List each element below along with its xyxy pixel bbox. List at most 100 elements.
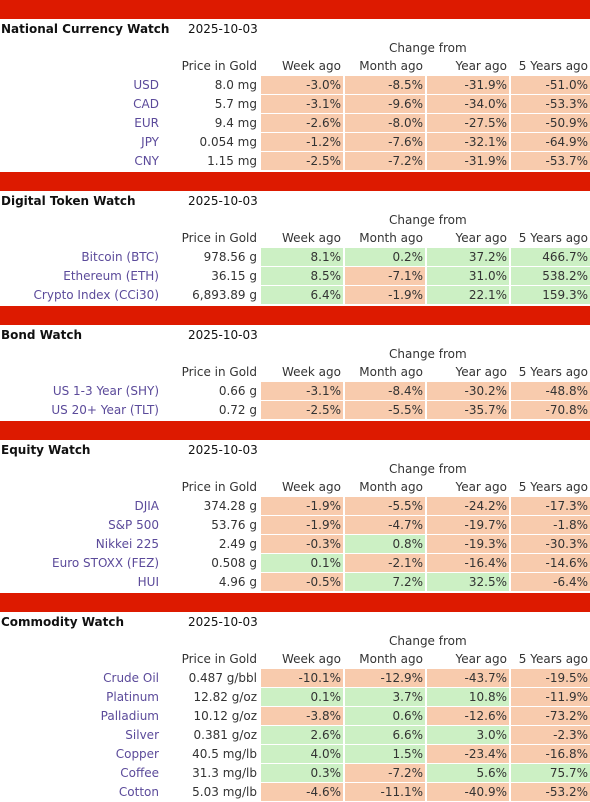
change-from-row: Change from	[0, 210, 590, 229]
change-week-cell: 2.6%	[261, 726, 343, 744]
table-row: US 20+ Year (TLT) 0.72 g -2.5% -5.5% -35.7% -…	[0, 401, 590, 420]
change-week-cell: 0.1%	[261, 554, 343, 572]
header-week: Week ago	[281, 365, 341, 379]
change-week-cell: 8.5%	[261, 267, 343, 285]
price-in-gold: 4.96 g	[218, 575, 257, 589]
change-from-label: Change from	[389, 462, 467, 476]
change-year-cell: 10.8%	[427, 688, 509, 706]
section-title-row: National Currency Watch 2025-10-03	[0, 19, 590, 38]
asset-name-link[interactable]: JPY	[141, 135, 159, 149]
asset-name-link[interactable]: Euro STOXX (FEZ)	[52, 556, 159, 570]
change-five-cell: -70.8%	[511, 401, 590, 419]
price-in-gold: 6,893.89 g	[192, 288, 257, 302]
table-row: Cotton 5.03 mg/lb -4.6% -11.1% -40.9% -53.2%	[0, 783, 590, 802]
asset-name-link[interactable]: HUI	[137, 575, 159, 589]
section-title: Equity Watch	[1, 443, 91, 457]
asset-name-link[interactable]: Ethereum (ETH)	[63, 269, 159, 283]
price-in-gold: 12.82 g/oz	[193, 690, 257, 704]
price-in-gold: 0.381 g/oz	[193, 728, 257, 742]
table-row: DJIA 374.28 g -1.9% -5.5% -24.2% -17.3%	[0, 497, 590, 516]
header-five-years: 5 Years ago	[518, 652, 588, 666]
change-five-cell: -2.3%	[511, 726, 590, 744]
price-in-gold: 2.49 g	[218, 537, 257, 551]
price-in-gold: 5.7 mg	[214, 97, 257, 111]
price-in-gold: 53.76 g	[211, 518, 257, 532]
change-five-cell: -51.0%	[511, 76, 590, 94]
change-month-cell: 7.2%	[345, 573, 425, 591]
column-header-row: Price in Gold Week ago Month ago Year ago 5 …	[0, 363, 590, 382]
table-row: EUR 9.4 mg -2.6% -8.0% -27.5% -50.9%	[0, 114, 590, 133]
asset-name-link[interactable]: US 1-3 Year (SHY)	[52, 384, 159, 398]
change-five-cell: 75.7%	[511, 764, 590, 782]
change-month-cell: -12.9%	[345, 669, 425, 687]
change-week-cell: -0.5%	[261, 573, 343, 591]
section-divider	[0, 0, 590, 19]
header-week: Week ago	[281, 59, 341, 73]
table-row: USD 8.0 mg -3.0% -8.5% -31.9% -51.0%	[0, 76, 590, 95]
table-row: Crypto Index (CCi30) 6,893.89 g 6.4% -1.9% 2…	[0, 286, 590, 305]
change-from-row: Change from	[0, 631, 590, 650]
header-week: Week ago	[281, 480, 341, 494]
asset-name-link[interactable]: Copper	[115, 747, 159, 761]
section-date: 2025-10-03	[188, 22, 258, 36]
change-week-cell: -1.9%	[261, 497, 343, 515]
table-row: Nikkei 225 2.49 g -0.3% 0.8% -19.3% -30.3%	[0, 535, 590, 554]
change-five-cell: -14.6%	[511, 554, 590, 572]
asset-name-link[interactable]: DJIA	[134, 499, 159, 513]
table-row: Palladium 10.12 g/oz -3.8% 0.6% -12.6% -73.2%	[0, 707, 590, 726]
change-week-cell: -0.3%	[261, 535, 343, 553]
change-year-cell: -19.3%	[427, 535, 509, 553]
table-row: US 1-3 Year (SHY) 0.66 g -3.1% -8.4% -30.2% -…	[0, 382, 590, 401]
header-price: Price in Gold	[181, 231, 257, 245]
change-month-cell: -5.5%	[345, 497, 425, 515]
asset-name-link[interactable]: USD	[133, 78, 159, 92]
asset-name-link[interactable]: Coffee	[120, 766, 159, 780]
change-from-label: Change from	[389, 634, 467, 648]
change-week-cell: 0.1%	[261, 688, 343, 706]
asset-name-link[interactable]: Crypto Index (CCi30)	[33, 288, 159, 302]
price-in-gold: 31.3 mg/lb	[192, 766, 257, 780]
change-five-cell: -64.9%	[511, 133, 590, 151]
section-title-row: Equity Watch 2025-10-03	[0, 440, 590, 459]
asset-name-link[interactable]: Bitcoin (BTC)	[81, 250, 159, 264]
change-week-cell: 4.0%	[261, 745, 343, 763]
header-price: Price in Gold	[181, 59, 257, 73]
change-from-label: Change from	[389, 347, 467, 361]
table-row: Copper 40.5 mg/lb 4.0% 1.5% -23.4% -16.8%	[0, 745, 590, 764]
change-week-cell: -3.1%	[261, 95, 343, 113]
change-month-cell: -1.9%	[345, 286, 425, 304]
asset-name-link[interactable]: Palladium	[100, 709, 159, 723]
asset-name-link[interactable]: EUR	[134, 116, 159, 130]
asset-name-link[interactable]: CAD	[133, 97, 159, 111]
change-month-cell: -7.2%	[345, 152, 425, 170]
asset-name-link[interactable]: Silver	[125, 728, 159, 742]
change-five-cell: -19.5%	[511, 669, 590, 687]
change-five-cell: -11.9%	[511, 688, 590, 706]
change-year-cell: -34.0%	[427, 95, 509, 113]
asset-name-link[interactable]: US 20+ Year (TLT)	[51, 403, 159, 417]
change-five-cell: 538.2%	[511, 267, 590, 285]
change-five-cell: -53.7%	[511, 152, 590, 170]
change-month-cell: 0.6%	[345, 707, 425, 725]
asset-name-link[interactable]: Nikkei 225	[95, 537, 159, 551]
price-in-gold: 0.66 g	[218, 384, 257, 398]
change-year-cell: -31.9%	[427, 76, 509, 94]
price-in-gold: 5.03 mg/lb	[192, 785, 257, 799]
change-month-cell: -4.7%	[345, 516, 425, 534]
section-title-row: Commodity Watch 2025-10-03	[0, 612, 590, 631]
asset-name-link[interactable]: S&P 500	[108, 518, 159, 532]
table-row: Platinum 12.82 g/oz 0.1% 3.7% 10.8% -11.9%	[0, 688, 590, 707]
asset-name-link[interactable]: Platinum	[106, 690, 159, 704]
table-row: CAD 5.7 mg -3.1% -9.6% -34.0% -53.3%	[0, 95, 590, 114]
section-title-row: Bond Watch 2025-10-03	[0, 325, 590, 344]
change-five-cell: -50.9%	[511, 114, 590, 132]
watch-section: Equity Watch 2025-10-03 Change from Price i…	[0, 440, 590, 592]
price-in-gold: 0.72 g	[218, 403, 257, 417]
table-row: Coffee 31.3 mg/lb 0.3% -7.2% 5.6% 75.7%	[0, 764, 590, 783]
price-in-gold: 978.56 g	[203, 250, 257, 264]
change-week-cell: -3.8%	[261, 707, 343, 725]
price-in-gold: 10.12 g/oz	[193, 709, 257, 723]
asset-name-link[interactable]: Cotton	[118, 785, 159, 799]
asset-name-link[interactable]: CNY	[134, 154, 159, 168]
asset-name-link[interactable]: Crude Oil	[103, 671, 159, 685]
